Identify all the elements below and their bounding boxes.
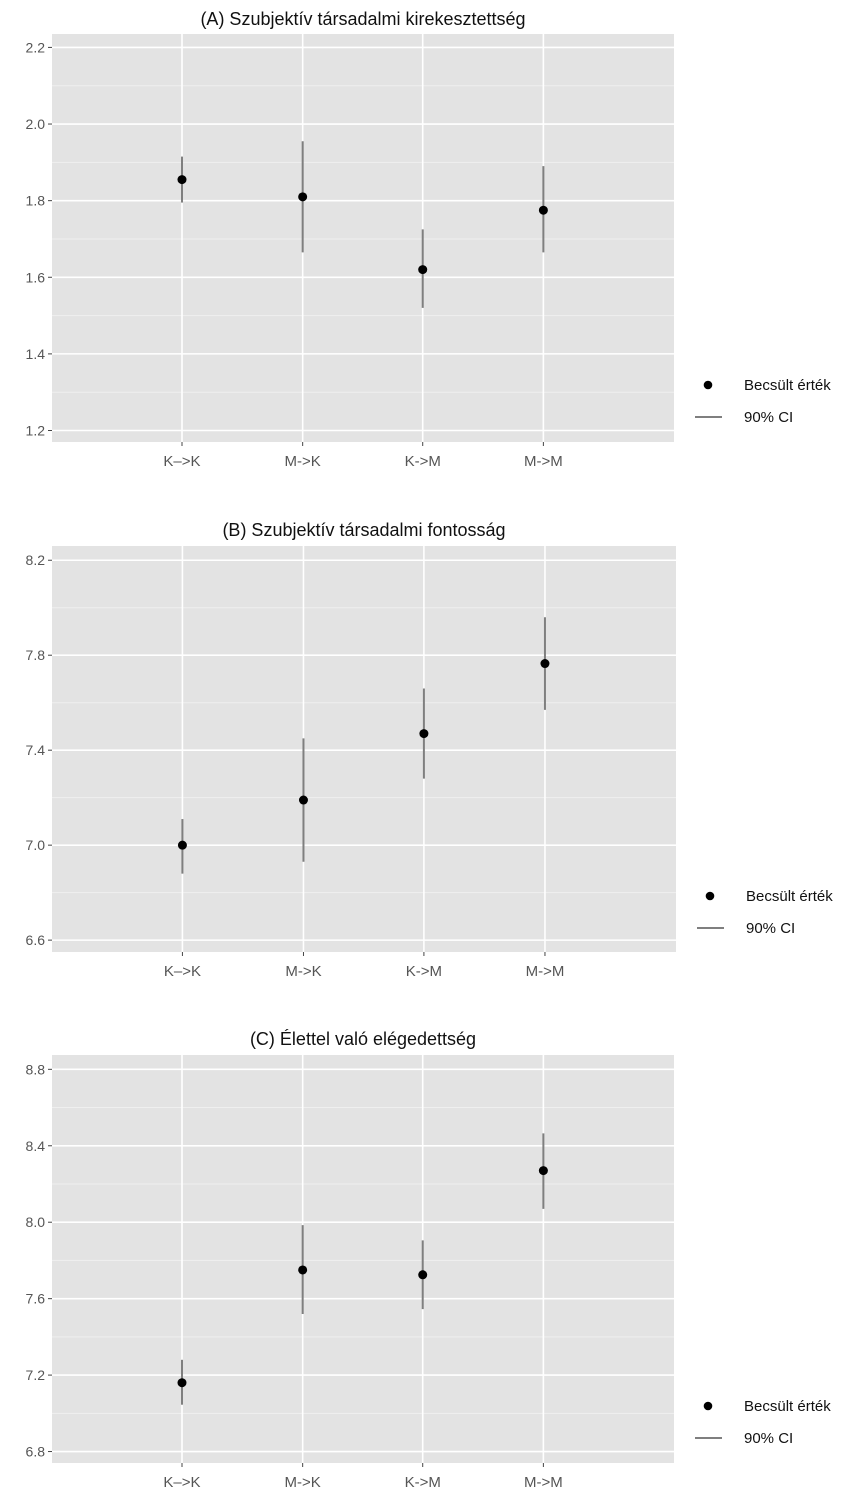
plot-background <box>52 34 674 442</box>
point-estimate <box>298 1265 308 1275</box>
legend-point-label: Becsült érték <box>746 888 833 905</box>
legend: Becsült érték 90% CI <box>697 888 833 937</box>
x-tick-label: K–>K <box>163 453 200 470</box>
x-tick-label: M->M <box>524 453 563 470</box>
x-tick-label: M->K <box>285 963 321 980</box>
y-tick-label: 1.2 <box>26 423 46 439</box>
point-estimate <box>538 205 548 215</box>
legend-point-label: Becsült érték <box>744 1398 831 1415</box>
legend: Becsült érték 90% CI <box>695 377 831 426</box>
chart-panel-2: 6.6 7.0 7.4 7.8 8.2 K–>K M->K K->M M->M (B) Szubj… <box>26 520 834 980</box>
y-tick-label: 1.4 <box>26 346 46 362</box>
chart-title: (A) Szubjektív társadalmi kirekesztettsé… <box>200 9 525 29</box>
chart-title: (C) Élettel való elégedettség <box>250 1029 476 1049</box>
x-tick-label: K–>K <box>164 963 201 980</box>
y-tick-label: 8.2 <box>26 552 46 568</box>
legend-line-label: 90% CI <box>744 1430 793 1447</box>
point-estimate <box>418 1270 428 1280</box>
plot-background <box>52 546 676 952</box>
y-tick-label: 7.6 <box>26 1291 46 1307</box>
y-tick-label: 2.0 <box>26 116 46 132</box>
x-tick-label: K->M <box>405 1474 441 1491</box>
chart-panel-1: 1.2 1.4 1.6 1.8 2.0 2.2 K–>K M->K K->M M->M (A) Sz… <box>26 9 832 470</box>
y-tick-label: 7.0 <box>26 837 46 853</box>
point-estimate <box>298 192 308 202</box>
legend: Becsült érték 90% CI <box>695 1398 831 1447</box>
plot-background <box>52 1055 674 1463</box>
y-tick-label: 7.2 <box>26 1367 46 1383</box>
point-estimate <box>419 729 429 739</box>
point-estimate <box>540 659 550 669</box>
x-tick-label: M->K <box>285 453 321 470</box>
legend-point-key <box>705 891 715 901</box>
point-estimate <box>177 175 187 185</box>
legend-point-key <box>703 380 713 390</box>
y-tick-label: 8.8 <box>26 1061 46 1077</box>
x-tick-label: M->K <box>285 1474 321 1491</box>
y-tick-label: 1.6 <box>26 269 46 285</box>
point-estimate <box>298 795 308 805</box>
x-tick-label: K–>K <box>163 1474 200 1491</box>
y-tick-label: 1.8 <box>26 193 46 209</box>
y-tick-label: 7.4 <box>26 742 46 758</box>
chart-title: (B) Szubjektív társadalmi fontosság <box>222 520 505 540</box>
x-tick-label: M->M <box>524 1474 563 1491</box>
legend-line-label: 90% CI <box>746 920 795 937</box>
legend-line-label: 90% CI <box>744 409 793 426</box>
y-tick-label: 6.8 <box>26 1444 46 1460</box>
point-estimate <box>418 265 428 275</box>
y-tick-label: 8.4 <box>26 1138 46 1154</box>
chart-panel-3: 6.8 7.2 7.6 8.0 8.4 8.8 K–>K M->K K->M M->M (C) Él… <box>26 1029 832 1491</box>
point-estimate <box>538 1166 548 1176</box>
y-tick-label: 7.8 <box>26 647 46 663</box>
x-tick-label: K->M <box>405 453 441 470</box>
legend-point-key <box>703 1401 713 1411</box>
x-tick-label: M->M <box>526 963 565 980</box>
point-estimate <box>177 840 187 850</box>
y-tick-label: 8.0 <box>26 1214 46 1230</box>
x-tick-label: K->M <box>406 963 442 980</box>
legend-point-label: Becsült érték <box>744 377 831 394</box>
y-tick-label: 2.2 <box>26 39 46 55</box>
point-estimate <box>177 1378 187 1388</box>
y-tick-label: 6.6 <box>26 932 46 948</box>
